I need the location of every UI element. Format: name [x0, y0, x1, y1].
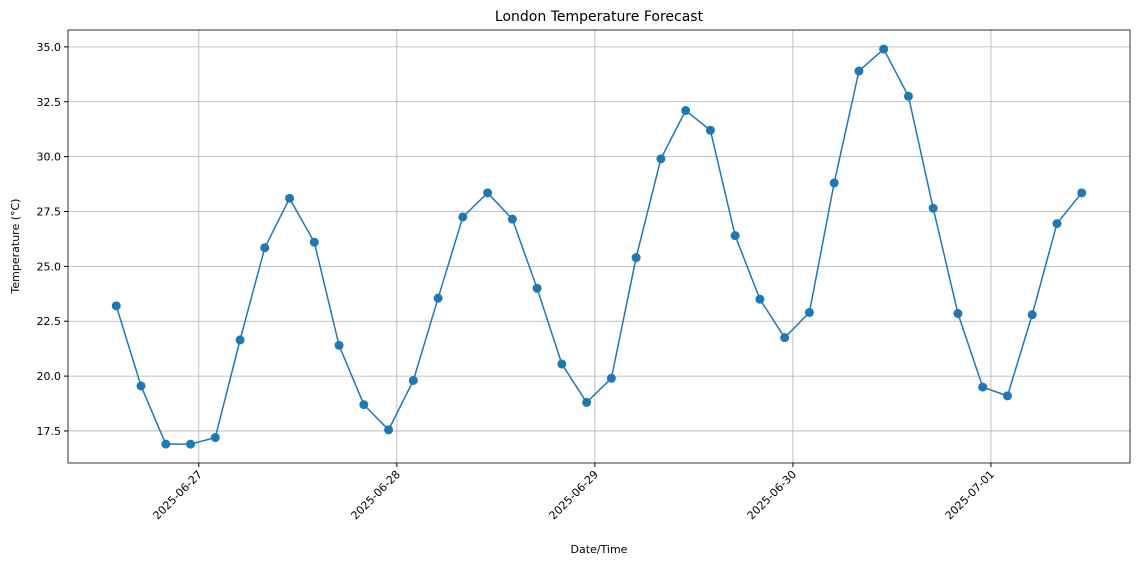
x-axis-label: Date/Time — [571, 543, 628, 556]
data-point — [1077, 188, 1087, 198]
data-point — [978, 382, 988, 392]
x-tick-label: 2025-06-27 — [151, 468, 205, 522]
y-tick-label: 25.0 — [37, 260, 62, 273]
y-tick-label: 27.5 — [37, 205, 62, 218]
data-point — [458, 212, 468, 222]
data-point — [507, 214, 517, 224]
chart-title: London Temperature Forecast — [495, 9, 704, 25]
x-tick-label: 2025-06-29 — [547, 468, 601, 522]
x-tick-label: 2025-06-28 — [349, 468, 403, 522]
data-point — [780, 333, 790, 343]
data-line — [115, 47, 1083, 445]
data-point — [285, 193, 295, 203]
data-point — [606, 373, 616, 383]
data-point — [705, 125, 715, 135]
y-tick-label: 35.0 — [37, 41, 62, 54]
y-tick-label: 32.5 — [37, 96, 62, 109]
data-point — [730, 231, 740, 241]
y-axis-label: Temperature (°C) — [9, 199, 22, 295]
x-tick-label: 2025-06-30 — [745, 468, 799, 522]
y-tick-label: 30.0 — [37, 151, 62, 164]
y-tick-label: 22.5 — [37, 315, 62, 328]
y-tick-label: 17.5 — [37, 425, 62, 438]
data-point — [359, 400, 369, 410]
data-point — [136, 381, 146, 391]
data-point — [111, 301, 121, 311]
data-point — [260, 243, 270, 253]
data-point — [656, 154, 666, 164]
data-point — [210, 433, 220, 443]
data-point — [953, 309, 963, 319]
y-tick-label: 20.0 — [37, 370, 62, 383]
data-point — [631, 253, 641, 263]
data-point — [186, 439, 196, 449]
data-point — [1002, 391, 1012, 401]
data-point — [384, 425, 394, 435]
data-point — [755, 294, 765, 304]
data-point — [557, 359, 567, 369]
data-point — [854, 66, 864, 76]
data-point — [334, 340, 344, 350]
data-point — [804, 307, 814, 317]
data-point — [235, 335, 245, 345]
data-point — [532, 283, 542, 293]
data-point — [433, 293, 443, 303]
x-tick-label: 2025-07-01 — [943, 468, 997, 522]
data-point — [483, 188, 493, 198]
data-point — [879, 44, 889, 54]
data-point — [903, 91, 913, 101]
data-point — [408, 375, 418, 385]
data-point — [1027, 310, 1037, 320]
data-point — [1052, 219, 1062, 229]
plot-frame — [67, 29, 1131, 464]
data-point — [681, 106, 691, 116]
data-point — [582, 397, 592, 407]
data-point — [309, 237, 319, 247]
data-point — [829, 178, 839, 188]
data-point — [161, 439, 171, 449]
data-point — [928, 203, 938, 213]
